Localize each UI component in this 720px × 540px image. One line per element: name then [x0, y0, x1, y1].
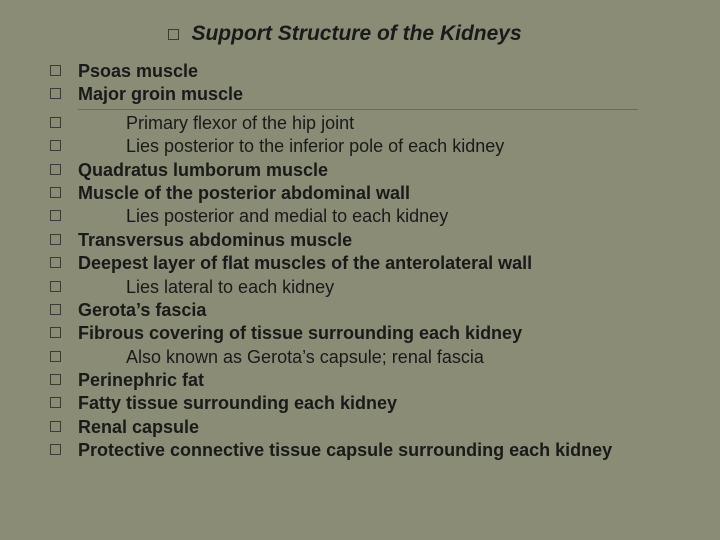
square-bullet-icon: [50, 117, 61, 128]
list-item: Quadratus lumborum muscle: [50, 159, 670, 182]
list-item-text: Primary flexor of the hip joint: [126, 112, 354, 135]
list-item: Transversus abdominus muscle: [50, 229, 670, 252]
list-item: Deepest layer of flat muscles of the ant…: [50, 252, 670, 275]
list-item-text: Lies posterior and medial to each kidney: [126, 205, 448, 228]
square-bullet-icon: [50, 351, 61, 362]
list-item-text: Transversus abdominus muscle: [78, 230, 352, 250]
square-bullet-icon: [50, 65, 61, 76]
content-list: Psoas muscle Major groin muscle Primary fl…: [50, 60, 670, 463]
square-bullet-icon: [50, 210, 61, 221]
list-item: Lies posterior and medial to each kidney: [50, 205, 670, 228]
square-bullet-icon: [50, 140, 61, 151]
list-item-text: Quadratus lumborum muscle: [78, 160, 328, 180]
slide-title-row: Support Structure of the Kidneys: [168, 22, 670, 46]
square-bullet-icon: [50, 444, 61, 455]
list-item: Gerota’s fascia: [50, 299, 670, 322]
list-item: Major groin muscle: [50, 83, 670, 106]
list-item-text: Lies posterior to the inferior pole of e…: [126, 135, 504, 158]
list-item-text: Fibrous covering of tissue surrounding e…: [78, 323, 522, 343]
square-bullet-icon: [50, 281, 61, 292]
square-bullet-icon: [50, 421, 61, 432]
list-item: Lies lateral to each kidney: [50, 276, 670, 299]
list-item: Fatty tissue surrounding each kidney: [50, 392, 670, 415]
list-item: Fibrous covering of tissue surrounding e…: [50, 322, 670, 345]
list-item: Perinephric fat: [50, 369, 670, 392]
square-bullet-icon: [50, 257, 61, 268]
square-bullet-icon: [50, 374, 61, 385]
list-item: Psoas muscle: [50, 60, 670, 83]
square-bullet-icon: [50, 327, 61, 338]
list-item-text: Psoas muscle: [78, 61, 198, 81]
list-item-text: Lies lateral to each kidney: [126, 276, 334, 299]
list-item-text: Muscle of the posterior abdominal wall: [78, 183, 410, 203]
list-item-text: Renal capsule: [78, 417, 199, 437]
divider: [78, 109, 638, 110]
slide-container: Support Structure of the Kidneys Psoas m…: [0, 0, 720, 540]
list-item-text: Perinephric fat: [78, 370, 204, 390]
list-item: Renal capsule: [50, 416, 670, 439]
list-item: Primary flexor of the hip joint: [50, 112, 670, 135]
list-item: Muscle of the posterior abdominal wall: [50, 182, 670, 205]
square-bullet-icon: [50, 304, 61, 315]
list-item-text: Gerota’s fascia: [78, 300, 206, 320]
square-bullet-icon: [50, 234, 61, 245]
list-item-text: Deepest layer of flat muscles of the ant…: [78, 253, 532, 273]
list-item: Also known as Gerota’s capsule; renal fa…: [50, 346, 670, 369]
square-bullet-icon: [50, 164, 61, 175]
square-bullet-icon: [50, 397, 61, 408]
list-item-text: Major groin muscle: [78, 84, 243, 104]
list-item-text: Also known as Gerota’s capsule; renal fa…: [126, 346, 484, 369]
slide-title: Support Structure of the Kidneys: [191, 22, 521, 45]
square-bullet-icon: [168, 29, 179, 40]
list-item: Protective connective tissue capsule sur…: [50, 439, 670, 462]
square-bullet-icon: [50, 88, 61, 99]
list-item: Lies posterior to the inferior pole of e…: [50, 135, 670, 158]
square-bullet-icon: [50, 187, 61, 198]
list-item-text: Protective connective tissue capsule sur…: [78, 440, 612, 460]
list-item-text: Fatty tissue surrounding each kidney: [78, 393, 397, 413]
